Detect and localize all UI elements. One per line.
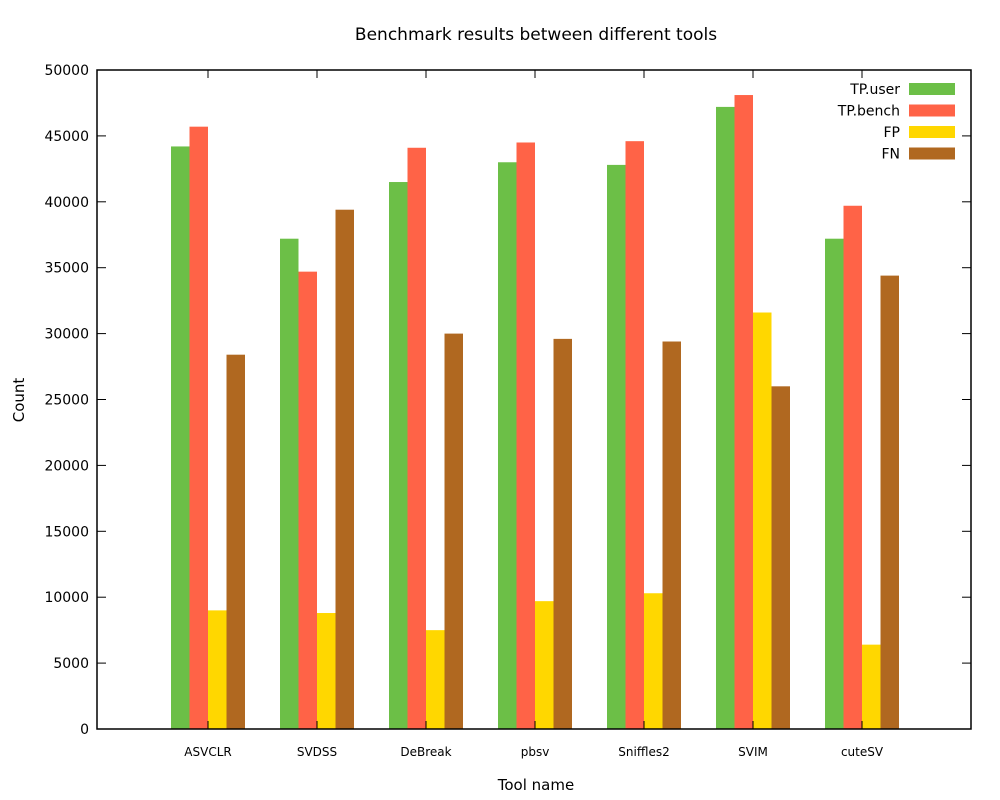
legend-label-FN: FN [881, 147, 900, 163]
plot-frame [96, 69, 972, 730]
legend-swatch-TP.bench [909, 104, 955, 117]
bar-FN-SVIM [771, 386, 790, 729]
bar-FN-pbsv [553, 338, 572, 729]
bar-TP.user-pbsv [498, 162, 517, 729]
bars-group [171, 95, 899, 730]
legend-label-TP.user: TP.user [849, 82, 900, 98]
bar-TP.user-ASVCLR [171, 146, 190, 730]
bar-FN-cuteSV [880, 275, 899, 729]
bar-TP.user-DeBreak [389, 182, 408, 729]
bar-TP.bench-DeBreak [407, 147, 426, 730]
x-tick-label: DeBreak [400, 745, 451, 759]
bar-TP.user-SVIM [716, 106, 735, 730]
bar-TP.bench-Sniffles2 [625, 141, 644, 729]
y-tick-label: 50000 [44, 63, 89, 79]
x-tick-label: cuteSV [841, 745, 884, 759]
bar-FP-SVDSS [317, 613, 336, 729]
x-tick-label: SVIM [738, 745, 768, 759]
y-tick-label: 45000 [44, 129, 89, 145]
bar-FP-ASVCLR [208, 610, 227, 729]
y-tick-label: 15000 [44, 524, 89, 540]
bar-FP-Sniffles2 [644, 593, 663, 729]
y-tick-label: 0 [80, 722, 89, 738]
x-tick-label: SVDSS [297, 745, 337, 759]
bar-FN-DeBreak [444, 333, 463, 729]
bar-TP.bench-SVDSS [298, 271, 317, 729]
bar-TP.user-SVDSS [280, 238, 299, 730]
bar-FP-pbsv [535, 601, 554, 729]
y-tick-label: 35000 [44, 261, 89, 277]
bar-TP.bench-cuteSV [843, 205, 862, 729]
bar-TP.bench-pbsv [516, 142, 535, 730]
bar-TP.user-cuteSV [825, 238, 844, 730]
legend-swatch-FP [909, 126, 955, 138]
legend-label-FP: FP [884, 125, 901, 141]
y-tick-label: 30000 [44, 327, 89, 343]
x-tick-label: pbsv [521, 745, 550, 759]
legend: TP.user TP.bench FP FN [837, 82, 955, 163]
bar-FN-Sniffles2 [662, 341, 681, 729]
bar-FP-SVIM [753, 312, 772, 729]
bar-FN-SVDSS [335, 209, 354, 729]
y-tick-label: 40000 [44, 195, 89, 211]
axes-group: ASVCLR SVDSS DeBreak pbsv Sniffles2 SVIM cuteS… [44, 63, 972, 759]
bar-FP-DeBreak [426, 630, 445, 729]
x-tick-label: Sniffles2 [618, 745, 669, 759]
legend-swatch-TP.user [909, 83, 955, 95]
bar-TP.bench-SVIM [734, 95, 753, 730]
bar-FP-cuteSV [862, 644, 881, 729]
legend-swatch-FN [909, 147, 955, 160]
y-tick-label: 25000 [44, 393, 89, 409]
bar-TP.user-Sniffles2 [607, 164, 626, 729]
x-tick-label: ASVCLR [184, 745, 231, 759]
y-axis-label: Count [10, 378, 28, 423]
legend-label-TP.bench: TP.bench [837, 104, 900, 120]
bar-FN-ASVCLR [226, 354, 245, 729]
x-axis-label: Tool name [497, 776, 574, 794]
y-tick-label: 20000 [44, 458, 89, 474]
y-tick-label: 10000 [44, 590, 89, 606]
bar-TP.bench-ASVCLR [189, 126, 208, 729]
y-tick-label: 5000 [53, 656, 89, 672]
chart-title: Benchmark results between different tool… [355, 25, 717, 45]
